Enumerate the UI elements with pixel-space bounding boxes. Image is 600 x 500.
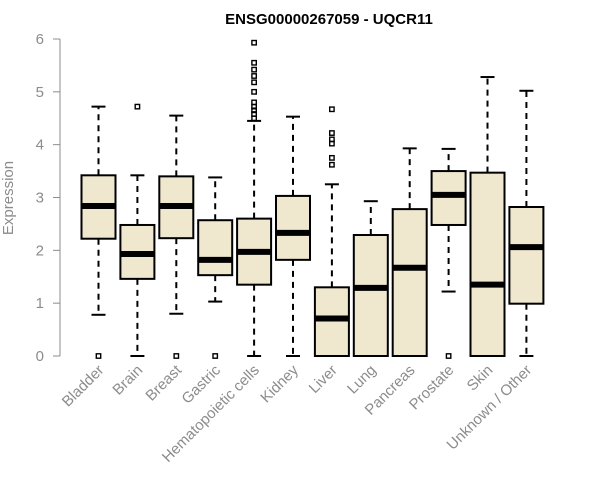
box-breast xyxy=(158,114,195,359)
box-bladder xyxy=(80,105,117,359)
chart-title: ENSG00000267059 - UQCR11 xyxy=(225,11,433,28)
box-liver xyxy=(313,106,350,358)
outlier-point xyxy=(329,106,335,113)
outlier-point xyxy=(251,59,257,66)
outlier-point xyxy=(134,103,141,110)
box-series xyxy=(80,39,545,359)
outlier-point xyxy=(173,353,180,359)
outlier-point xyxy=(251,73,257,79)
iqr-box xyxy=(430,170,467,226)
y-axis-label: Expression xyxy=(0,161,17,235)
x-tick-label: Bladder xyxy=(59,362,108,411)
y-tick-label: 5 xyxy=(36,84,44,101)
outlier-point xyxy=(329,161,335,168)
y-tick-label: 4 xyxy=(36,137,44,154)
iqr-box xyxy=(197,219,234,277)
x-tick-label: Lung xyxy=(344,362,380,398)
outlier-point xyxy=(251,107,257,114)
outlier-point xyxy=(251,88,257,95)
y-tick-label: 6 xyxy=(36,31,44,48)
x-tick-label: Breast xyxy=(142,361,185,404)
box-hematopoietic-cells xyxy=(236,39,273,357)
y-tick-label: 3 xyxy=(36,190,44,207)
box-skin xyxy=(469,76,506,357)
outlier-point xyxy=(329,136,335,143)
y-tick-label: 1 xyxy=(36,295,44,312)
outlier-point xyxy=(329,154,335,161)
outlier-point xyxy=(251,111,257,117)
box-gastric xyxy=(197,176,234,359)
outlier-point xyxy=(251,39,257,46)
iqr-box xyxy=(352,234,389,358)
outlier-point xyxy=(445,353,452,359)
outlier-point xyxy=(212,353,219,359)
outlier-point xyxy=(251,66,257,73)
y-tick-label: 2 xyxy=(36,242,44,259)
x-tick-label: Skin xyxy=(464,362,497,395)
outlier-point xyxy=(251,79,257,86)
box-unknown-other xyxy=(508,89,545,357)
box-kidney xyxy=(275,115,311,357)
outlier-point xyxy=(95,353,102,359)
iqr-box xyxy=(469,171,506,357)
y-tick-label: 0 xyxy=(36,348,44,365)
box-prostate xyxy=(430,147,467,359)
x-tick-label: Liver xyxy=(306,362,341,397)
iqr-box xyxy=(391,208,428,357)
x-tick-label: Brain xyxy=(109,362,146,399)
box-pancreas xyxy=(391,147,428,357)
box-brain xyxy=(119,103,156,357)
outlier-point xyxy=(251,99,257,106)
x-tick-label: Kidney xyxy=(257,361,302,406)
iqr-box xyxy=(508,206,545,305)
iqr-box xyxy=(313,286,350,358)
iqr-box xyxy=(275,194,311,261)
box-lung xyxy=(352,200,389,358)
outlier-point xyxy=(329,130,335,136)
y-axis: 0 1 2 3 4 5 6 xyxy=(36,31,61,365)
